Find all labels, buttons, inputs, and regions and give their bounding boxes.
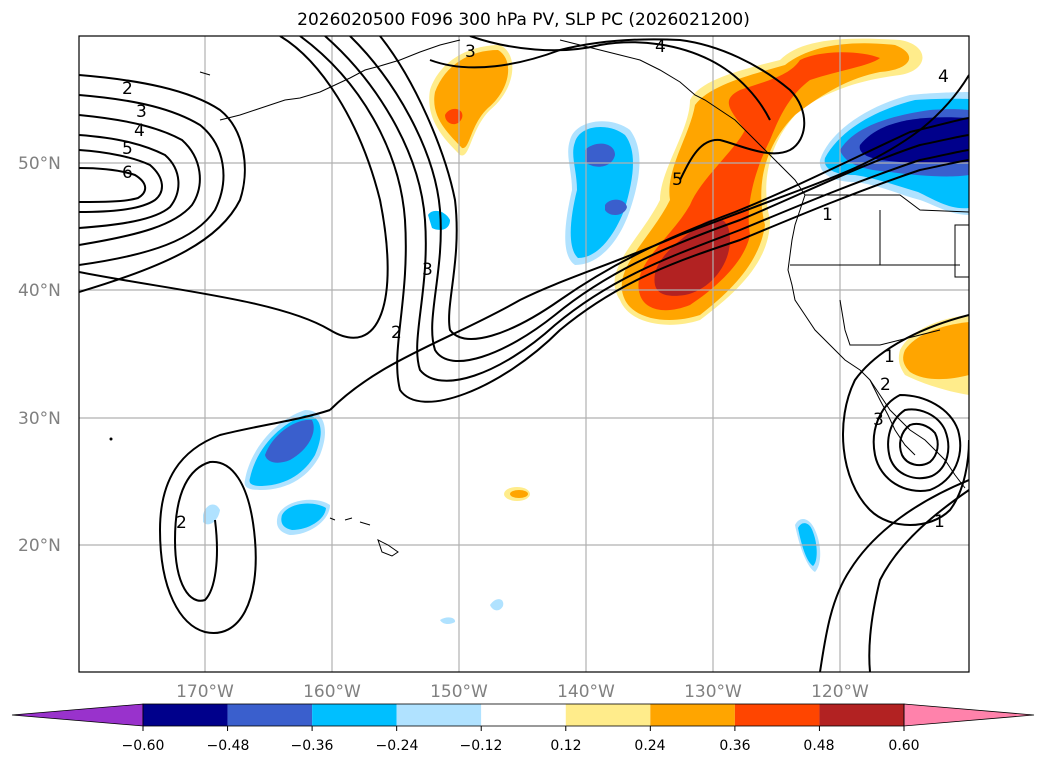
colorbar-tick-label: 0.12 [550, 738, 581, 754]
plot-frame [78, 35, 970, 673]
colorbar-segment [565, 704, 651, 726]
colorbar-extend-max [903, 703, 1035, 727]
contour-label: 3 [422, 260, 433, 280]
lon-label: 150°W [430, 682, 488, 702]
colorbar-segment [819, 704, 904, 726]
colorbar-outline [142, 703, 905, 727]
contour-label: 6 [122, 163, 133, 183]
lon-label: 130°W [684, 682, 742, 702]
lon-label: 160°W [303, 682, 361, 702]
colorbar [11, 703, 1035, 731]
contour-label: 3 [873, 410, 884, 430]
plot-area [79, 36, 969, 672]
colorbar-tick-label: −0.12 [460, 738, 503, 754]
lon-label: 120°W [811, 682, 869, 702]
map-title: 2026020500 F096 300 hPa PV, SLP PC (2026… [297, 10, 750, 30]
contour-label: 1 [934, 512, 945, 532]
colorbar-tick-label: 0.36 [719, 738, 750, 754]
lat-label: 50°N [18, 154, 61, 174]
contour-label: 5 [122, 139, 133, 159]
lat-label: 20°N [18, 536, 61, 556]
contour-label: 4 [655, 37, 666, 57]
contour-label: 2 [391, 323, 402, 343]
contour-label: 5 [672, 170, 683, 190]
graticule [79, 36, 969, 672]
contour-label: 1 [884, 347, 895, 367]
colorbar-segment [734, 704, 820, 726]
colorbar-segment [650, 704, 735, 726]
lat-label: 30°N [18, 409, 61, 429]
contour-label: 2 [880, 375, 891, 395]
contour-label: 2 [176, 513, 187, 533]
colorbar-tick-label: 0.60 [888, 738, 919, 754]
slp-contours [79, 36, 969, 672]
contour-label: 3 [465, 42, 476, 62]
colorbar-tick-label: 0.24 [634, 738, 665, 754]
colorbar-segment [143, 704, 228, 726]
colorbar-tick-label: −0.36 [291, 738, 334, 754]
colorbar-tick-label: 0.48 [803, 738, 834, 754]
lat-label: 40°N [18, 281, 61, 301]
lon-label: 170°W [176, 682, 234, 702]
colorbar-tick-label: −0.60 [122, 738, 165, 754]
colorbar-segment [396, 704, 482, 726]
contour-label: 2 [122, 79, 133, 99]
colorbar-segment [312, 704, 397, 726]
colorbar-tick-label: −0.24 [376, 738, 419, 754]
colorbar-tick-label: −0.48 [207, 738, 250, 754]
contour-label: 4 [134, 121, 145, 141]
contour-label: 1 [822, 205, 833, 225]
colorbar-ticks: −0.60 −0.48 −0.36 −0.24 −0.12 0.12 0.24 … [122, 738, 920, 754]
lon-label: 140°W [557, 682, 615, 702]
colorbar-extend-min [11, 703, 144, 727]
colorbar-segment [481, 704, 566, 726]
colorbar-segment [227, 704, 313, 726]
contour-label: 3 [136, 102, 147, 122]
contour-labels: 2 3 4 5 6 3 4 4 5 3 2 2 1 1 2 3 1 [122, 37, 949, 533]
contour-label: 4 [938, 67, 949, 87]
